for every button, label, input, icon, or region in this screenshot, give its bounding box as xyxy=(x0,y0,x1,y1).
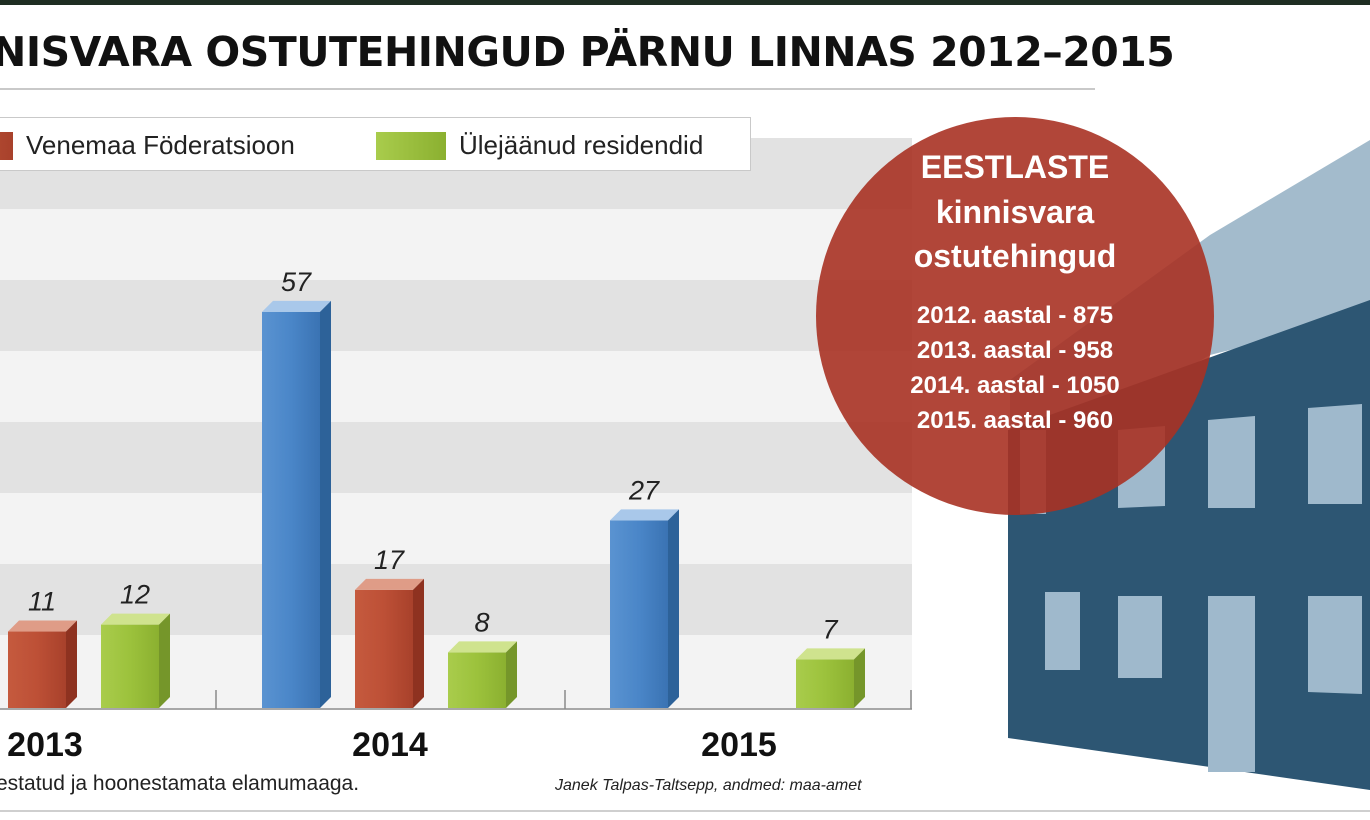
bar-russia-2014 xyxy=(355,578,424,708)
bar-front xyxy=(101,624,159,708)
data-label-other-residents-2015: 7 xyxy=(822,614,838,644)
data-label-other-residents-2014: 8 xyxy=(474,607,489,637)
bar-top xyxy=(610,509,679,521)
legend-swatch-russia xyxy=(0,131,13,160)
building-window xyxy=(1045,592,1080,670)
bar-front xyxy=(8,631,66,708)
legend-item-russia: Venemaa Föderatsioon xyxy=(0,130,295,161)
bar-russia-2013 xyxy=(8,620,77,708)
legend: Venemaa Föderatsioon Ülejäänud residendi… xyxy=(0,117,751,171)
building-side-wall xyxy=(1210,140,1370,355)
data-label-blue-2015: 27 xyxy=(628,475,660,505)
data-label-russia-2013: 11 xyxy=(28,587,56,617)
bar-other-residents-2013 xyxy=(101,613,170,708)
building-window xyxy=(1208,416,1255,508)
building-door xyxy=(1208,596,1255,772)
bar-other-residents-2015 xyxy=(796,648,865,708)
circle-heading-line: kinnisvara xyxy=(935,194,1095,230)
grid-band xyxy=(0,351,912,422)
bar-side xyxy=(66,620,77,708)
bar-front xyxy=(448,652,506,708)
bar-side xyxy=(413,578,424,708)
legend-swatch-other-residents xyxy=(376,131,446,160)
data-label-other-residents-2013: 12 xyxy=(120,580,150,610)
bar-side xyxy=(320,300,331,708)
source-credit: Janek Talpas-Taltsepp, andmed: maa-amet xyxy=(555,777,862,794)
circle-year-line: 2014. aastal - 1050 xyxy=(910,372,1120,399)
bar-front xyxy=(355,589,413,708)
bar-blue-2015 xyxy=(610,509,679,708)
bar-top xyxy=(262,300,331,312)
bar-blue-2014 xyxy=(262,300,331,708)
bottom-rule xyxy=(0,810,1370,812)
legend-item-other-residents: Ülejäänud residendid xyxy=(376,130,703,161)
bar-top xyxy=(448,641,517,653)
chart-title: NISVARA OSTUTEHINGUD PÄRNU LINNAS 2012–2… xyxy=(0,28,1175,76)
building-window xyxy=(1118,596,1162,678)
bar-top xyxy=(8,620,77,632)
title-rule xyxy=(0,88,1095,90)
grid-band xyxy=(0,422,912,493)
circle-heading-line: ostutehingud xyxy=(913,238,1117,274)
estonians-info-circle: EESTLASTE kinnisvara ostutehingud 2012. … xyxy=(816,117,1214,515)
building-window xyxy=(1308,596,1362,694)
bar-front xyxy=(796,659,854,708)
circle-year-line: 2013. aastal - 958 xyxy=(916,337,1114,364)
circle-year-line: 2015. aastal - 960 xyxy=(916,407,1114,434)
footnote: estatud ja hoonestamata elamumaaga. xyxy=(0,772,360,795)
bar-front xyxy=(610,520,668,708)
bar-side xyxy=(854,648,865,708)
bar-side xyxy=(506,641,517,708)
data-label-blue-2014: 57 xyxy=(281,267,312,297)
bar-front xyxy=(262,311,320,708)
bar-side xyxy=(668,509,679,708)
legend-label-russia: Venemaa Föderatsioon xyxy=(26,130,295,160)
grid-band xyxy=(0,209,912,280)
bar-top xyxy=(796,648,865,660)
grid-band xyxy=(0,280,912,351)
bar-side xyxy=(159,613,170,708)
bar-top xyxy=(355,578,424,590)
bar-chart: 11 12 57 17 8 27 7 xyxy=(0,267,912,710)
building-window xyxy=(1308,404,1362,504)
bar-top xyxy=(101,613,170,625)
data-label-russia-2014: 17 xyxy=(374,545,405,575)
circle-year-line: 2012. aastal - 875 xyxy=(916,302,1114,329)
x-tick-label-2015: 2015 xyxy=(701,726,777,764)
x-tick-label-2014: 2014 xyxy=(352,726,428,764)
circle-heading-line: EESTLASTE xyxy=(920,149,1110,185)
grid-band xyxy=(0,493,912,564)
top-rule xyxy=(0,0,1370,5)
bar-other-residents-2014 xyxy=(448,641,517,708)
x-tick-label-2013: 2013 xyxy=(7,726,83,764)
legend-label-other-residents: Ülejäänud residendid xyxy=(459,130,704,160)
